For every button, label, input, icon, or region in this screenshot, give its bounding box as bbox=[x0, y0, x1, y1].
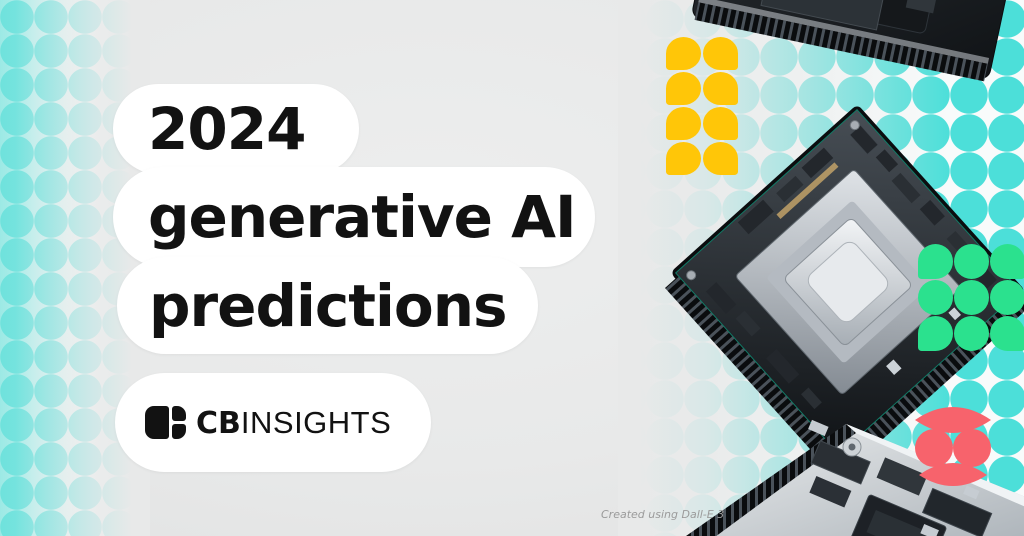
teal-dot-grid-left bbox=[0, 0, 150, 536]
yellow-petal-flower-bottom bbox=[666, 107, 738, 175]
yellow-petal-flower-top bbox=[666, 37, 738, 105]
headline-pill-predictions: predictions bbox=[117, 257, 538, 354]
headline-pill-topic: generative AI bbox=[113, 167, 595, 267]
petal-icon bbox=[703, 72, 738, 105]
headline-year: 2024 bbox=[148, 95, 306, 163]
petal-icon bbox=[990, 244, 1024, 279]
dot-icon bbox=[954, 316, 989, 351]
ai-chip-bottom-right bbox=[686, 419, 1024, 536]
ai-chip-top-right bbox=[692, 0, 1024, 82]
petal-icon bbox=[990, 316, 1024, 351]
dot-icon bbox=[918, 280, 953, 315]
cb-insights-logo-icon bbox=[145, 406, 186, 439]
petal-icon bbox=[918, 244, 953, 279]
headline-predictions: predictions bbox=[149, 271, 508, 340]
dot-icon bbox=[990, 280, 1024, 315]
headline-pill-year: 2024 bbox=[113, 84, 359, 174]
coral-dot-burst bbox=[915, 407, 991, 486]
dot-icon bbox=[954, 244, 989, 279]
logo-text-cb: CB bbox=[196, 405, 241, 441]
petal-icon bbox=[703, 142, 738, 175]
brand-logo-pill: CB INSIGHTS bbox=[115, 373, 431, 472]
petal-icon bbox=[666, 142, 701, 175]
credit-caption: Created using Dall-E 3 bbox=[601, 508, 725, 521]
cb-insights-logo: CB INSIGHTS bbox=[145, 405, 391, 441]
logo-wordmark: CB INSIGHTS bbox=[196, 405, 391, 441]
logo-text-insights: INSIGHTS bbox=[240, 404, 392, 440]
dot-icon bbox=[954, 280, 989, 315]
petal-icon bbox=[918, 316, 953, 351]
petal-icon bbox=[666, 37, 701, 70]
headline-topic: generative AI bbox=[148, 183, 577, 251]
petal-icon bbox=[703, 37, 738, 70]
petal-icon bbox=[666, 72, 701, 105]
petal-icon bbox=[666, 107, 701, 140]
petal-icon bbox=[703, 107, 738, 140]
green-dot-grid bbox=[918, 244, 1024, 351]
